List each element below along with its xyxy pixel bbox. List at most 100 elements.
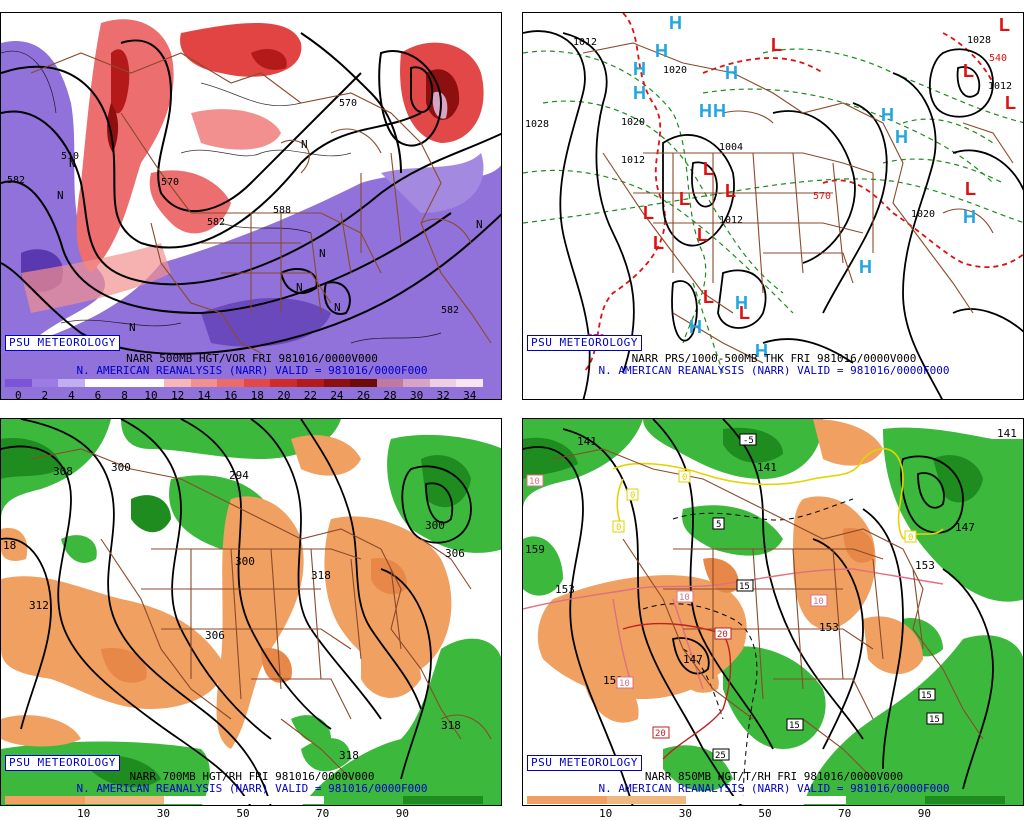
rh-colorbar bbox=[527, 796, 1005, 804]
isobar-label: 1028 bbox=[967, 35, 991, 46]
vorticity-colorbar bbox=[5, 379, 483, 387]
height-contour-label: 18 bbox=[3, 539, 16, 552]
vort-min-symbol: N bbox=[334, 301, 341, 314]
colorbar-swatch bbox=[527, 796, 607, 804]
product-title: NARR PRS/1000-500MB THK FRI 981016/0000V… bbox=[631, 352, 917, 365]
colorbar-tick-label: 32 bbox=[436, 389, 450, 400]
high-pressure-symbols: H H H H H H H H H H H H H H bbox=[633, 13, 976, 361]
psu-meteorology-label: PSU METEOROLOGY bbox=[527, 335, 642, 351]
isobar-label: 1028 bbox=[525, 119, 549, 130]
height-contour-label: 306 bbox=[445, 547, 465, 560]
height-contour-label: 141 bbox=[757, 461, 777, 474]
height-contour-label: 300 bbox=[111, 461, 131, 474]
panel-850mb-temp-rh: 141 141 147 153 153 153 147 153 159 141 … bbox=[522, 418, 1024, 806]
low-symbol: L bbox=[643, 203, 654, 223]
temp-box: 0 bbox=[626, 488, 639, 501]
height-contour-label: 318 bbox=[339, 749, 359, 762]
panel-500mb-vorticity: N N N N N N N N 570 570 582 582 588 510 … bbox=[0, 12, 502, 400]
colorbar-tick-label: 18 bbox=[250, 389, 264, 400]
temp-box: 5 bbox=[712, 517, 725, 530]
isobar-label: 1012 bbox=[719, 215, 743, 226]
height-contour-label: 588 bbox=[273, 205, 291, 216]
height-contour-label: 159 bbox=[525, 543, 545, 556]
temp-box: 15 bbox=[736, 579, 754, 592]
colorbar-tick-label: 26 bbox=[356, 389, 371, 400]
height-contour-label: 153 bbox=[819, 621, 839, 634]
vorticity-colorbar-labels: 0 2 4 6 8 10 12 14 16 18 20 22 24 26 28 30 32 34 bbox=[5, 389, 483, 400]
psu-meteorology-label: PSU METEOROLOGY bbox=[527, 755, 642, 771]
colorbar-tick-label: 22 bbox=[303, 389, 317, 400]
colorbar-swatch bbox=[845, 796, 926, 804]
psu-meteorology-label: PSU METEOROLOGY bbox=[5, 755, 120, 771]
temp-box: 0 bbox=[904, 530, 917, 543]
colorbar-tick-label: 2 bbox=[41, 389, 49, 400]
low-symbol: L bbox=[963, 61, 974, 81]
colorbar-swatch bbox=[84, 379, 112, 387]
high-symbol: H bbox=[689, 317, 702, 337]
thickness-label: 570 bbox=[813, 191, 831, 202]
isobar-label: 1012 bbox=[573, 37, 597, 48]
vort-min-symbol: N bbox=[129, 321, 136, 334]
height-contour-label: 582 bbox=[441, 305, 459, 316]
colorbar-swatch bbox=[84, 796, 165, 804]
colorbar-swatch bbox=[686, 796, 766, 804]
colorbar-swatch bbox=[137, 379, 165, 387]
high-symbol: H bbox=[859, 257, 872, 277]
isobar-label: 1020 bbox=[663, 65, 687, 76]
colorbar-tick-label: 30 bbox=[409, 389, 424, 400]
colorbar-swatch bbox=[164, 379, 191, 387]
low-symbol: L bbox=[679, 189, 690, 209]
temp-label: 10 bbox=[619, 679, 630, 689]
colorbar-tick-label: 6 bbox=[94, 389, 102, 400]
low-symbol: L bbox=[725, 181, 736, 201]
colorbar-tick-label: 10 bbox=[144, 389, 158, 400]
temp-label: 20 bbox=[655, 729, 666, 739]
high-symbol: H bbox=[713, 101, 726, 121]
low-symbol: L bbox=[771, 35, 782, 55]
map-500mb: N N N N N N N N 570 570 582 582 588 510 … bbox=[1, 13, 501, 399]
panel-surface-pressure: 1012 1020 1028 1020 1012 1004 1012 1020 … bbox=[522, 12, 1024, 400]
temp-label: 10 bbox=[813, 597, 824, 607]
colorbar-swatch bbox=[323, 379, 351, 387]
map-surface-pressure: 1012 1020 1028 1020 1012 1004 1012 1020 … bbox=[523, 13, 1023, 399]
colorbar-swatch bbox=[190, 379, 218, 387]
high-symbol: H bbox=[735, 293, 748, 313]
valid-time-line: N. AMERICAN REANALYSIS (NARR) VALID = 98… bbox=[598, 782, 950, 795]
low-symbol: L bbox=[965, 179, 976, 199]
height-contour-label: 300 bbox=[425, 519, 445, 532]
valid-time-line: N. AMERICAN REANALYSIS (NARR) VALID = 98… bbox=[598, 364, 950, 377]
height-contour-label: 300 bbox=[235, 555, 255, 568]
low-symbol: L bbox=[999, 15, 1010, 35]
height-contour-label: 306 bbox=[205, 629, 225, 642]
temp-label: 5 bbox=[716, 520, 721, 530]
colorbar-tick-label: 4 bbox=[68, 389, 75, 400]
temp-box: 10 bbox=[616, 676, 634, 689]
colorbar-swatch bbox=[765, 796, 846, 804]
vort-min-symbol: N bbox=[57, 189, 64, 202]
colorbar-tick-label: 90 bbox=[917, 807, 931, 820]
temp-box: 15 bbox=[918, 688, 936, 701]
temp-label: 15 bbox=[921, 691, 932, 701]
high-symbol: H bbox=[755, 341, 768, 361]
height-contour-label: 582 bbox=[207, 217, 225, 228]
colorbar-swatch bbox=[5, 796, 85, 804]
temp-box: 15 bbox=[786, 718, 804, 731]
colorbar-swatch bbox=[403, 379, 430, 387]
valid-time-line: N. AMERICAN REANALYSIS (NARR) VALID = 98… bbox=[76, 364, 428, 377]
vort-min-symbol: N bbox=[296, 281, 303, 294]
temp-label: 0 bbox=[908, 533, 913, 543]
low-symbol: L bbox=[1005, 93, 1016, 113]
colorbar-swatch bbox=[243, 379, 271, 387]
map-850mb: 141 141 147 153 153 153 147 153 159 141 … bbox=[523, 419, 1023, 805]
height-contour-label: 318 bbox=[311, 569, 331, 582]
colorbar-tick-label: 14 bbox=[197, 389, 211, 400]
high-symbol: H bbox=[699, 101, 712, 121]
colorbar-swatch bbox=[323, 796, 404, 804]
colorbar-swatch bbox=[350, 379, 377, 387]
temp-box: 0 bbox=[678, 470, 691, 483]
isobar-label: 1012 bbox=[988, 81, 1012, 92]
height-contour-label: 510 bbox=[61, 151, 79, 162]
isobar-label: 1020 bbox=[911, 209, 935, 220]
high-symbol: H bbox=[655, 41, 668, 61]
temp-box: 15 bbox=[926, 712, 944, 725]
